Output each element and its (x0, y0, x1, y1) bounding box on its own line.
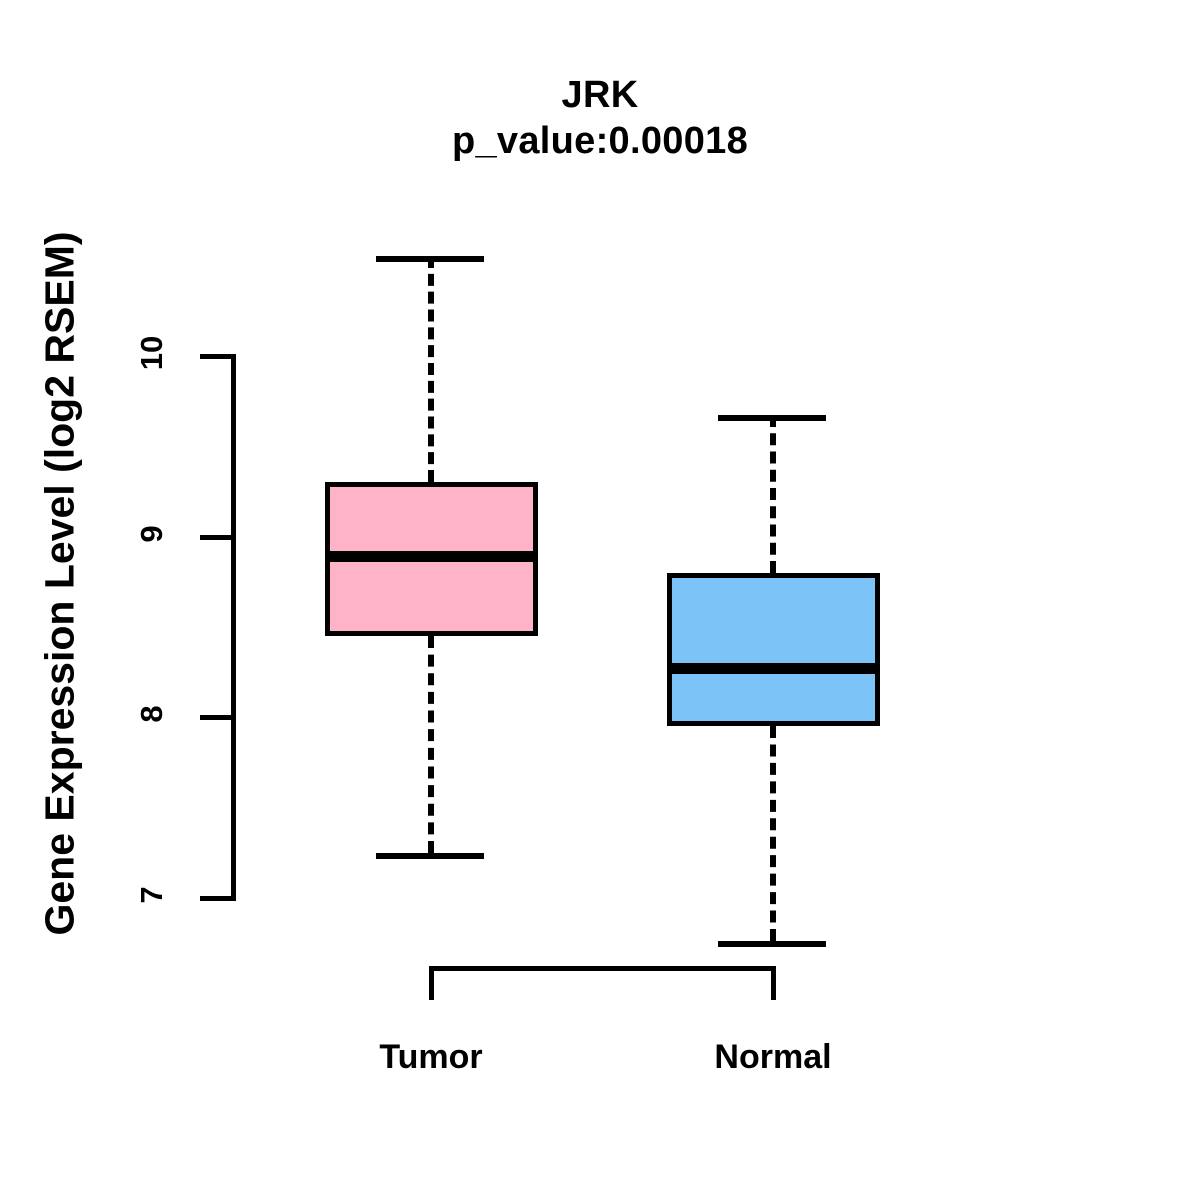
y-axis-tick-label: 8 (134, 705, 169, 723)
x-axis-line (429, 966, 776, 971)
chart-title: JRK (561, 74, 639, 116)
whisker-lower (770, 726, 776, 942)
box-normal (667, 572, 880, 727)
whisker-upper (428, 256, 434, 483)
y-axis-tick (200, 896, 236, 901)
whisker-cap-upper (376, 256, 484, 263)
whisker-upper (770, 415, 776, 573)
median-line-tumor (325, 551, 538, 563)
whisker-lower (428, 635, 434, 853)
y-axis-tick-label: 7 (134, 886, 169, 904)
y-axis-tick (200, 715, 236, 721)
chart-subtitle-pvalue: p_value:0.00018 (451, 120, 749, 162)
y-axis-line (231, 354, 236, 901)
y-axis-tick (200, 354, 236, 359)
median-line-normal (667, 663, 880, 675)
x-axis-tick-label-normal: Normal (714, 1038, 832, 1076)
y-axis-title: Gene Expression Level (log2 RSEM) (36, 231, 83, 936)
whisker-cap-lower (718, 941, 826, 948)
y-axis-tick (200, 534, 236, 540)
y-axis-tick-label: 10 (134, 335, 169, 371)
x-axis-tick (771, 966, 776, 1000)
whisker-cap-lower (376, 852, 484, 859)
whisker-cap-upper (718, 415, 826, 422)
y-axis-tick-label: 9 (134, 525, 169, 543)
x-axis-tick-label-tumor: Tumor (379, 1038, 483, 1076)
x-axis-tick (429, 966, 434, 1000)
